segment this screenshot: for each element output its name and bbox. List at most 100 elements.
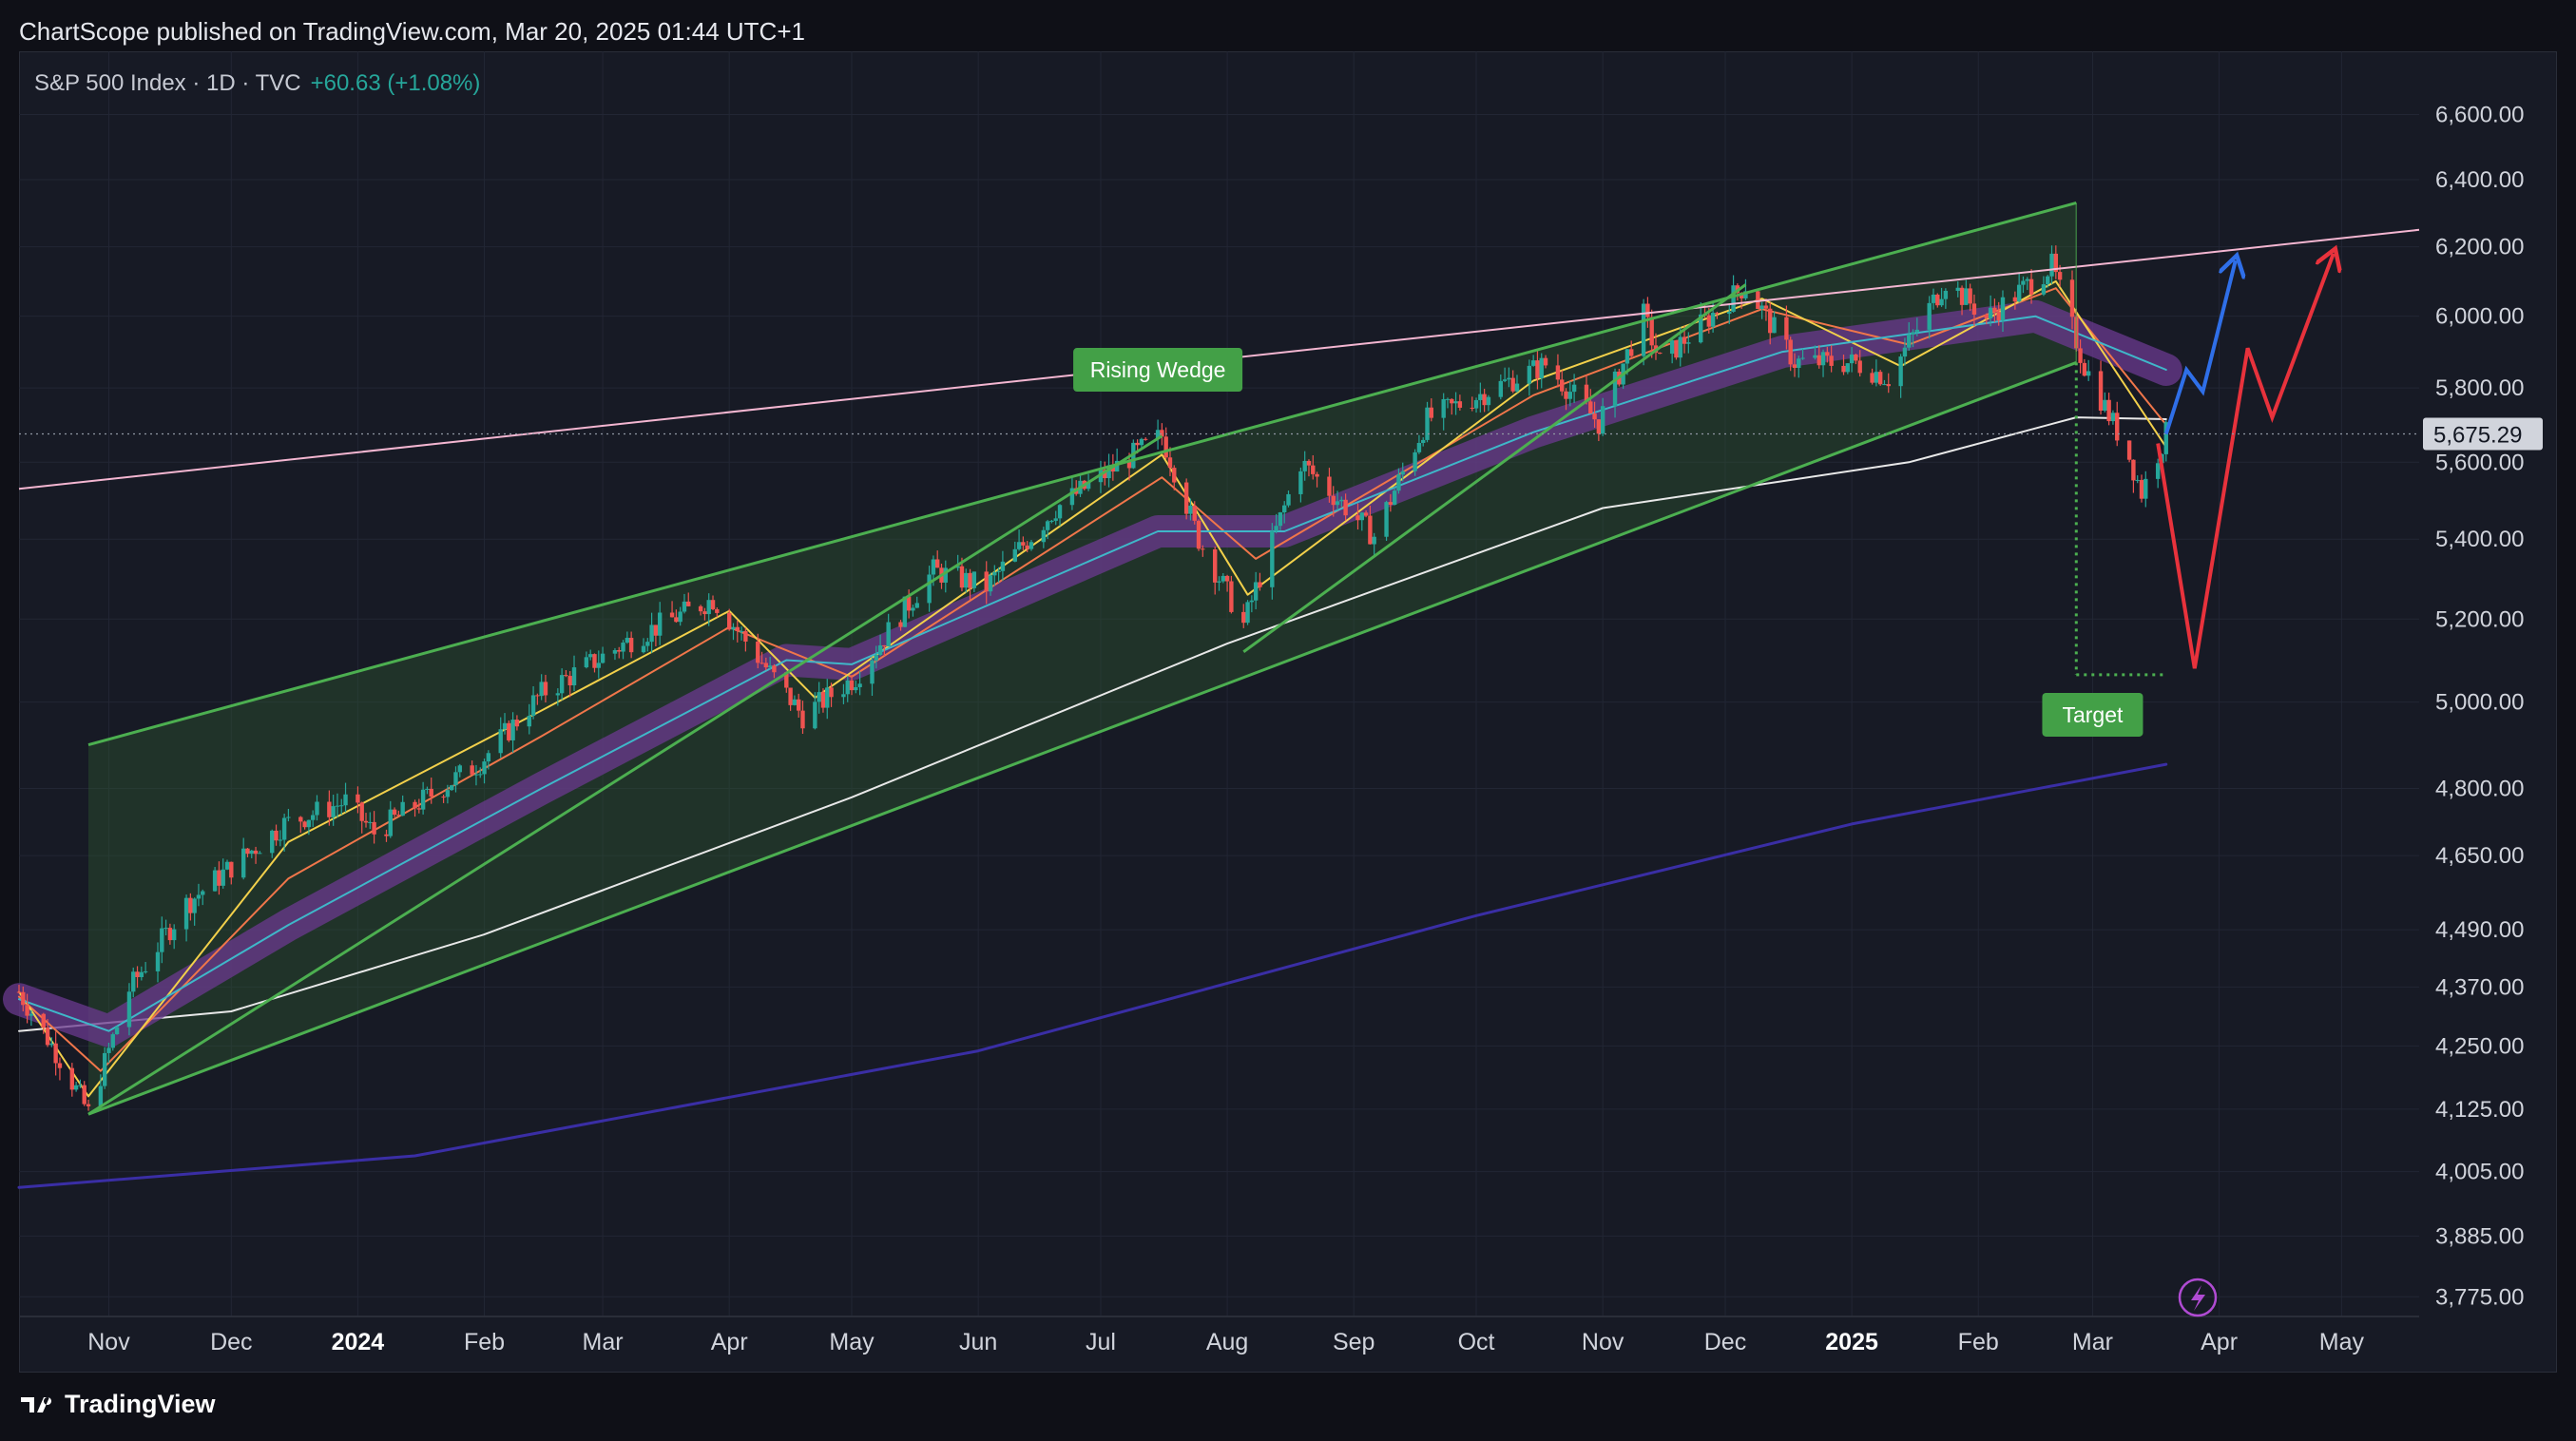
candle-body: [767, 665, 773, 668]
candle-body: [1363, 512, 1369, 516]
candle-body: [249, 850, 254, 855]
price-axis[interactable]: 5,675.29 6,600.00 6,400.00 6,200.00 6,000.00…: [19, 102, 2543, 1310]
candle-body: [1641, 303, 1646, 356]
candle-body: [1086, 482, 1091, 490]
candle-body: [964, 572, 969, 588]
candle-body: [25, 1005, 29, 1016]
annotation-box: [1073, 348, 1243, 393]
candle-body: [510, 720, 515, 740]
candle-body: [625, 638, 630, 644]
candle-body: [559, 675, 565, 694]
candle-body: [1902, 347, 1908, 357]
candle-body: [315, 801, 319, 816]
candle-body: [425, 788, 430, 790]
candle-body: [931, 559, 936, 575]
candle-body: [429, 788, 433, 797]
candle-body: [1784, 317, 1789, 340]
candle-body: [1053, 518, 1058, 521]
candle-body: [86, 1104, 91, 1106]
candle-body: [1710, 313, 1716, 327]
candle-body: [1241, 611, 1246, 624]
candle-body: [1564, 391, 1568, 399]
candle-body: [829, 687, 834, 698]
candle-body: [2115, 413, 2120, 441]
candle-body: [1498, 380, 1504, 397]
candle-body: [281, 817, 287, 840]
price-tick-label: 5,600.00: [2435, 450, 2524, 475]
time-axis[interactable]: Nov Dec 2024 Feb Mar Apr May Jun Jul Aug Sep Oct Nov…: [87, 1329, 2364, 1355]
candle-body: [645, 642, 650, 646]
time-tick-label: Nov: [1582, 1329, 1624, 1355]
candle-body: [1669, 339, 1675, 355]
candle-body: [1715, 313, 1720, 315]
candle-body: [245, 848, 250, 855]
candle-body: [772, 665, 777, 673]
symbol-legend[interactable]: S&P 500 Index · 1D · TVC +60.63 (+1.08%): [34, 70, 480, 97]
candle-body: [800, 710, 805, 729]
candle-body: [813, 701, 817, 729]
candle-body: [1927, 302, 1932, 330]
candle-body: [102, 1052, 107, 1086]
candle-body: [2139, 479, 2144, 499]
candlesticks: [16, 245, 2168, 1111]
candle-body: [224, 861, 230, 870]
candle-body: [1335, 501, 1340, 506]
candle-body: [669, 612, 675, 618]
candle-body: [470, 765, 474, 775]
candle-body: [21, 991, 26, 1006]
candle-body: [849, 680, 855, 691]
candle-body: [57, 1063, 63, 1068]
candle-body: [682, 601, 687, 612]
candle-body: [400, 801, 405, 817]
candle-body: [1229, 581, 1234, 612]
candle-body: [1311, 465, 1316, 474]
candle-body: [955, 566, 960, 568]
candle-body: [1253, 582, 1259, 601]
candle-body: [183, 897, 189, 930]
candle-body: [1450, 398, 1454, 404]
candle-body: [1898, 356, 1903, 387]
candle-body: [114, 1027, 120, 1035]
candle-body: [1224, 575, 1230, 582]
candle-body: [1126, 460, 1132, 469]
candle-body: [1286, 493, 1291, 506]
footer-brand[interactable]: TradingView: [19, 1390, 216, 1419]
candle-body: [845, 680, 850, 695]
candle-body: [874, 655, 878, 661]
candle-body: [571, 667, 577, 686]
candle-body: [886, 622, 891, 647]
candle-body: [1400, 471, 1405, 475]
bolt-glyph: [2191, 1285, 2205, 1311]
time-tick-label: Feb: [1958, 1329, 1999, 1355]
candle-body: [1298, 471, 1303, 494]
last-price-label: 5,675.29: [2433, 423, 2522, 449]
candle-body: [1114, 460, 1120, 472]
time-tick-label: Dec: [1704, 1329, 1746, 1355]
candle-body: [1845, 363, 1851, 373]
candle-body: [110, 1034, 115, 1048]
candle-body: [649, 624, 654, 643]
candle-body: [1624, 349, 1630, 364]
candle-body: [612, 650, 618, 654]
candle-body: [335, 805, 340, 807]
time-tick-label: Jul: [1086, 1329, 1116, 1355]
bolt-icon[interactable]: [2178, 1278, 2218, 1317]
candle-body: [1057, 505, 1063, 519]
candle-body: [1600, 406, 1605, 434]
candle-body: [310, 815, 316, 820]
candle-body: [587, 654, 593, 658]
candle-body: [160, 928, 164, 952]
candle-body: [1163, 436, 1168, 458]
candle-body: [449, 785, 454, 791]
candle-body: [543, 682, 548, 696]
candle-body: [788, 687, 793, 705]
candle-body: [1396, 474, 1401, 491]
candle-body: [413, 801, 417, 809]
annotation-target: Target: [2042, 692, 2143, 737]
candle-body: [274, 830, 279, 841]
candle-body: [726, 612, 732, 630]
candle-body: [2041, 284, 2047, 295]
candle-body: [1543, 357, 1548, 366]
candle-body: [555, 693, 561, 696]
